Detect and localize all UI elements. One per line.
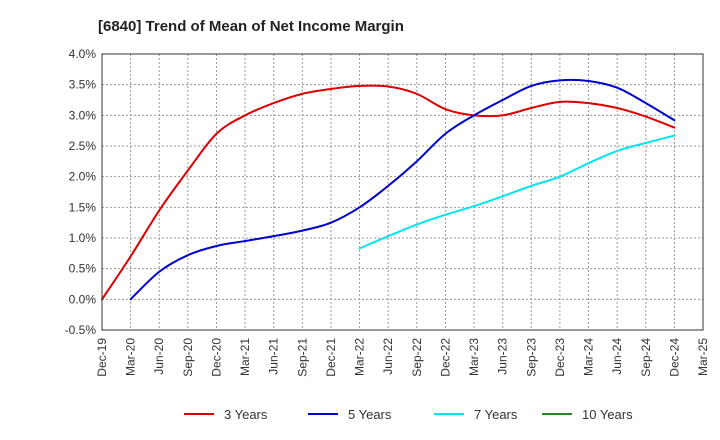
y-tick-label: 2.5% [69, 139, 97, 153]
legend-label-1: 5 Years [348, 407, 392, 422]
x-tick-label: Mar-20 [124, 338, 138, 376]
x-tick-label: Mar-25 [696, 338, 710, 376]
y-tick-label: 1.5% [69, 200, 97, 214]
series-line-0 [101, 84, 676, 301]
x-tick-label: Dec-22 [438, 338, 452, 377]
y-tick-label: 4.0% [69, 47, 97, 61]
x-tick-label: Jun-23 [496, 338, 510, 375]
x-tick-label: Mar-22 [353, 338, 367, 376]
chart-title: [6840] Trend of Mean of Net Income Margi… [98, 18, 404, 35]
x-tick-label: Sep-21 [295, 338, 309, 377]
y-tick-label: 1.0% [69, 231, 97, 245]
plot-frame [101, 53, 704, 331]
y-tick-label: 0.0% [69, 292, 97, 306]
y-tick-label: 3.0% [69, 108, 97, 122]
x-tick-label: Sep-20 [181, 338, 195, 377]
x-tick-label: Mar-23 [467, 338, 481, 376]
x-tick-label: Jun-22 [381, 338, 395, 375]
x-tick-label: Dec-23 [553, 338, 567, 377]
x-tick-label: Dec-24 [667, 338, 681, 377]
x-tick-label: Dec-21 [324, 338, 338, 377]
legend: 3 Years 5 Years 7 Years 10 Years [184, 407, 633, 422]
x-tick-label: Sep-23 [524, 338, 538, 377]
x-tick-label: Jun-24 [610, 338, 624, 375]
legend-label-3: 10 Years [582, 407, 633, 422]
x-tick-label: Sep-24 [639, 338, 653, 377]
x-axis: Dec-19 Mar-20 Jun-20 Sep-20 Dec-20 Mar-21 Jun-… [95, 338, 710, 377]
legend-label-2: 7 Years [474, 407, 518, 422]
x-tick-label: Mar-24 [582, 338, 596, 376]
legend-label-0: 3 Years [224, 407, 268, 422]
x-tick-label: Dec-20 [209, 338, 223, 377]
y-tick-label: 2.0% [69, 170, 97, 184]
grid [101, 53, 704, 331]
y-tick-label: 0.5% [69, 262, 97, 276]
series-line-2 [358, 134, 676, 250]
x-tick-label: Jun-20 [152, 338, 166, 375]
series-lines [101, 78, 676, 301]
series-line-1 [129, 78, 676, 301]
x-tick-label: Mar-21 [238, 338, 252, 376]
y-tick-label: -0.5% [65, 323, 97, 337]
y-axis: 4.0% 3.5% 3.0% 2.5% 2.0% 1.5% 1.0% 0.5% 0.0% -0.5… [65, 47, 97, 337]
x-tick-label: Jun-21 [267, 338, 281, 375]
plot-area [102, 54, 703, 330]
x-tick-label: Sep-22 [410, 338, 424, 377]
x-tick-label: Dec-19 [95, 338, 109, 377]
y-tick-label: 3.5% [69, 78, 97, 92]
